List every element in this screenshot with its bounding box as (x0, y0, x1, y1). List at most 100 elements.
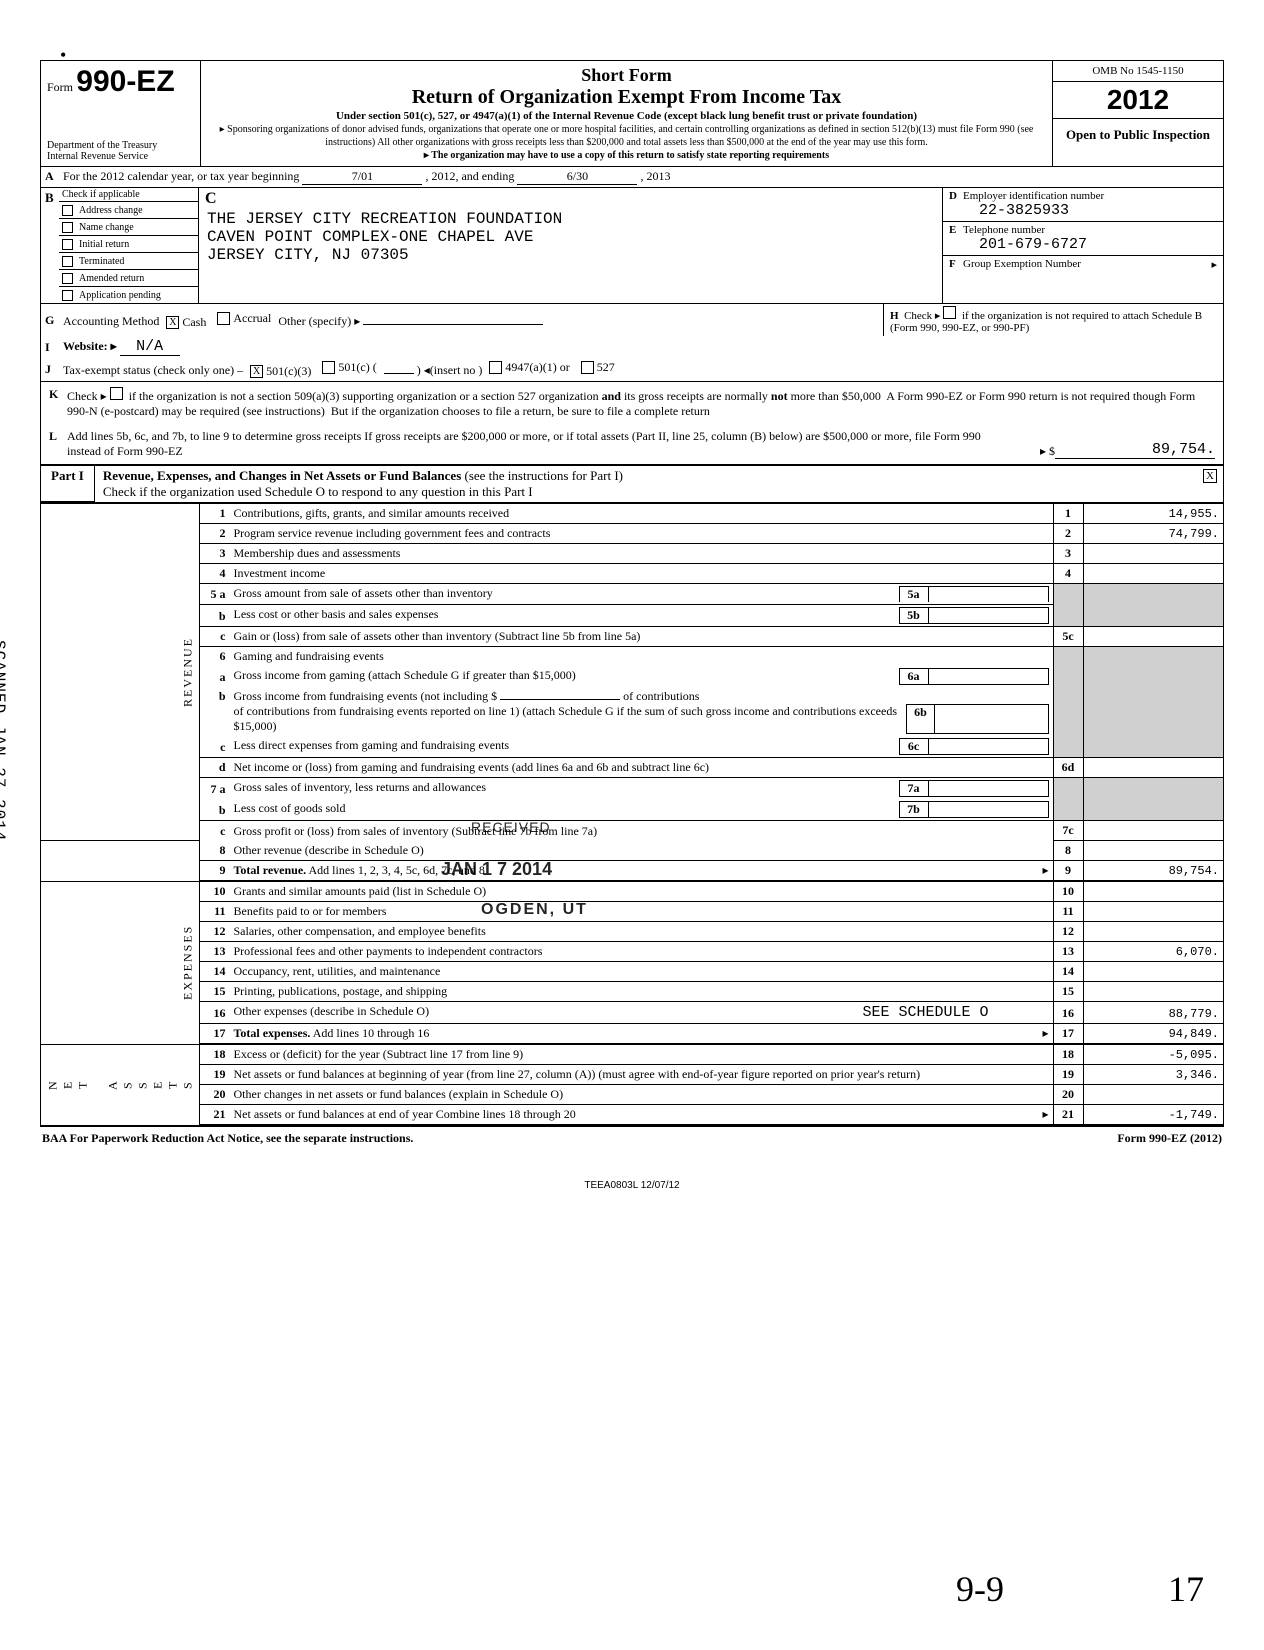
form-990ez: Form 990-EZ Department of the TreasuryIn… (40, 60, 1224, 1127)
phone: 201-679-6727 (949, 236, 1087, 253)
chk-amended[interactable]: Amended return (59, 269, 198, 286)
line17-v: 94,849. (1083, 1024, 1223, 1045)
line9-v: 89,754. (1083, 861, 1223, 882)
row-d: DEmployer identification number 22-38259… (943, 188, 1223, 222)
h-continue (883, 345, 1223, 349)
line6c-text: Less direct expenses from gaming and fun… (234, 738, 510, 755)
chk-accrual[interactable]: Accrual (217, 311, 271, 326)
j-insert: ) ◂(insert no ) (417, 363, 483, 377)
line14-text: Occupancy, rent, utilities, and maintena… (230, 962, 1054, 982)
line21-text: Net assets or fund balances at end of ye… (234, 1107, 576, 1121)
content-a: For the 2012 calendar year, or tax year … (59, 167, 1223, 187)
a-year: , 2013 (640, 169, 670, 183)
title-short-form: Short Form (209, 65, 1044, 86)
omb-number: OMB No 1545-1150 (1053, 61, 1223, 82)
tax-year: 2012 (1053, 82, 1223, 119)
footer: BAA For Paperwork Reduction Act Notice, … (40, 1127, 1224, 1150)
line18-text: Excess or (deficit) for the year (Subtra… (230, 1044, 1054, 1065)
label-k: K (45, 385, 63, 421)
line1-n: 1 (1053, 504, 1083, 524)
form-number: 990-EZ (76, 65, 174, 98)
line6b-text2: of contributions from fundraising events… (234, 704, 907, 734)
g-other: Other (specify) ▸ (278, 314, 360, 328)
part1-check: Check if the organization used Schedule … (103, 484, 533, 499)
footer-left: BAA For Paperwork Reduction Act Notice, … (42, 1131, 413, 1146)
h-box: H Check ▸ if the organization is not req… (883, 304, 1223, 336)
part1-label: Part I (41, 466, 95, 502)
a-end: 6/30 (517, 169, 637, 185)
chk-k[interactable] (110, 387, 123, 400)
line10-text: Grants and similar amounts paid (list in… (230, 881, 1054, 902)
title-return: Return of Organization Exempt From Incom… (209, 86, 1044, 109)
line19-text: Net assets or fund balances at beginning… (230, 1065, 1054, 1085)
line12-text: Salaries, other compensation, and employ… (230, 922, 1054, 942)
org-address: C THE JERSEY CITY RECREATION FOUNDATION … (199, 188, 943, 303)
d-label: Employer identification number (963, 190, 1104, 202)
line16-text: Other expenses (describe in Schedule O)S… (230, 1002, 1054, 1024)
e-label: Telephone number (963, 224, 1045, 236)
chk-4947[interactable]: 4947(a)(1) or (489, 360, 569, 375)
l-text: Add lines 5b, 6c, and 7b, to line 9 to d… (67, 429, 1015, 459)
line1-v: 14,955. (1083, 504, 1223, 524)
chk-h[interactable] (943, 306, 956, 319)
form-word: Form (47, 80, 73, 94)
line16-extra: SEE SCHEDULE O (862, 1004, 988, 1021)
g-label: Accounting Method (63, 314, 159, 328)
j-label: Tax-exempt status (check only one) – (63, 363, 243, 377)
l-amount: 89,754. (1055, 441, 1215, 459)
chk-501c[interactable]: 501(c) ( (322, 360, 376, 375)
line16-v: 88,779. (1083, 1002, 1223, 1024)
label-g: G (41, 311, 59, 330)
chk-initial[interactable]: Initial return (59, 235, 198, 252)
side-expenses: EXPENSES (41, 881, 200, 1044)
chk-501c3[interactable]: X501(c)(3) (250, 364, 311, 379)
side-revenue: REVENUE (41, 504, 200, 841)
row-k: K Check ▸ Check ▸ if the organization is… (41, 382, 1223, 424)
org-name: THE JERSEY CITY RECREATION FOUNDATION (207, 210, 934, 228)
line6d-text: Net income or (loss) from gaming and fun… (230, 758, 1054, 778)
line19-v: 3,346. (1083, 1065, 1223, 1085)
line15-text: Printing, publications, postage, and shi… (230, 982, 1054, 1002)
chk-527[interactable]: 527 (581, 360, 615, 375)
header-center: Short Form Return of Organization Exempt… (201, 61, 1053, 166)
header-right: OMB No 1545-1150 2012 Open to Public Ins… (1053, 61, 1223, 166)
l-content: Add lines 5b, 6c, and 7b, to line 9 to d… (63, 427, 1219, 461)
line7a-text: Gross sales of inventory, less returns a… (234, 780, 487, 797)
subtitle-code: Under section 501(c), 527, or 4947(a)(1)… (209, 109, 1044, 123)
l-arrow: ▸ $ (1015, 444, 1055, 459)
footer-right: Form 990-EZ (2012) (1117, 1131, 1222, 1146)
i-label: Website: ▸ (63, 339, 117, 353)
org-addr1: CAVEN POINT COMPLEX-ONE CHAPEL AVE (207, 228, 934, 246)
row-l: L Add lines 5b, 6c, and 7b, to line 9 to… (41, 424, 1223, 466)
handwriting-1: 9-9 (956, 1568, 1004, 1610)
f-label: Group Exemption Number (963, 258, 1081, 270)
line3-text: Membership dues and assessments (230, 544, 1054, 564)
line4-text: Investment income (230, 564, 1054, 584)
chk-cash[interactable]: XCash (166, 315, 206, 330)
line1-text: Contributions, gifts, grants, and simila… (230, 504, 1054, 524)
a-text: For the 2012 calendar year, or tax year … (63, 169, 299, 183)
j-content: Tax-exempt status (check only one) – X50… (59, 358, 883, 381)
line11-text: Benefits paid to or for members (230, 902, 1054, 922)
department: Department of the TreasuryInternal Reven… (47, 140, 157, 162)
line6a-text: Gross income from gaming (attach Schedul… (234, 668, 576, 685)
line5a-text: Gross amount from sale of assets other t… (234, 586, 493, 602)
chk-terminated[interactable]: Terminated (59, 252, 198, 269)
g-content: Accounting Method XCash Accrual Other (s… (59, 309, 883, 332)
scanned-stamp: SCANNED JAN 27 2014 (0, 640, 8, 841)
line7c-text: Gross profit or (loss) from sales of inv… (230, 821, 1054, 841)
chk-pending[interactable]: Application pending (59, 286, 198, 303)
section-bcdef: B Check if applicable Address change Nam… (41, 188, 1223, 304)
part1-header: Part I Revenue, Expenses, and Changes in… (41, 466, 1223, 503)
part1-checkbox[interactable]: X (1203, 469, 1217, 483)
f-arrow: ▸ (1211, 258, 1217, 271)
row-g: G Accounting Method XCash Accrual Other … (41, 304, 1223, 336)
line7b-text: Less cost of goods sold (234, 801, 346, 818)
h-text1: Check ▸ (904, 310, 940, 322)
header-left: Form 990-EZ Department of the TreasuryIn… (41, 61, 201, 166)
chk-address[interactable]: Address change (59, 201, 198, 218)
row-a: A For the 2012 calendar year, or tax yea… (41, 167, 1223, 188)
subtitle-sponsor: ▸ Sponsoring organizations of donor advi… (209, 123, 1044, 149)
chk-name[interactable]: Name change (59, 218, 198, 235)
line6b-text: Gross income from fundraising events (no… (234, 689, 498, 703)
